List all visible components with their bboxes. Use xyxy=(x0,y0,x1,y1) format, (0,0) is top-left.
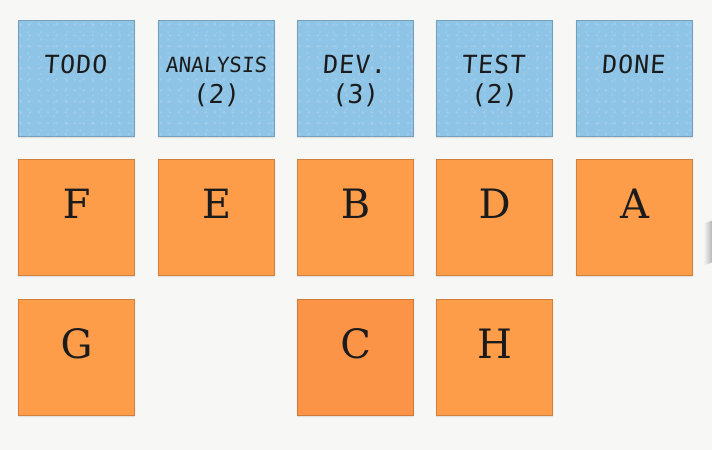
task-card-b[interactable]: B xyxy=(297,159,414,276)
column-title: TEST xyxy=(461,50,528,79)
column-header-analysis: ANALYSIS (2) xyxy=(158,20,275,137)
task-card-label: E xyxy=(201,182,232,228)
column-count: (3) xyxy=(330,80,381,110)
task-card-label: F xyxy=(62,182,91,228)
column-count: (2) xyxy=(191,80,242,110)
task-card-c[interactable]: C xyxy=(297,299,414,416)
task-card-h[interactable]: H xyxy=(436,299,553,416)
task-card-label: C xyxy=(340,322,371,368)
task-card-f[interactable]: F xyxy=(18,159,135,276)
column-header-dev: DEV. (3) xyxy=(297,20,414,137)
task-card-label: H xyxy=(477,322,512,368)
column-header-todo: TODO xyxy=(18,20,135,137)
column-header-done: DONE xyxy=(576,20,693,137)
task-card-label: G xyxy=(60,322,93,368)
task-card-label: B xyxy=(340,182,371,228)
column-header-test: TEST (2) xyxy=(436,20,553,137)
column-title: DONE xyxy=(601,50,668,79)
task-card-d[interactable]: D xyxy=(436,159,553,276)
task-card-g[interactable]: G xyxy=(18,299,135,416)
task-card-a[interactable]: A xyxy=(576,159,693,276)
task-card-label: D xyxy=(478,182,511,228)
column-title: ANALYSIS xyxy=(165,53,268,77)
column-count: (2) xyxy=(469,80,520,110)
task-card-label: A xyxy=(620,182,649,228)
task-card-e[interactable]: E xyxy=(158,159,275,276)
column-title: DEV. xyxy=(322,50,389,79)
edge-shadow xyxy=(704,220,712,266)
column-title: TODO xyxy=(43,50,110,79)
